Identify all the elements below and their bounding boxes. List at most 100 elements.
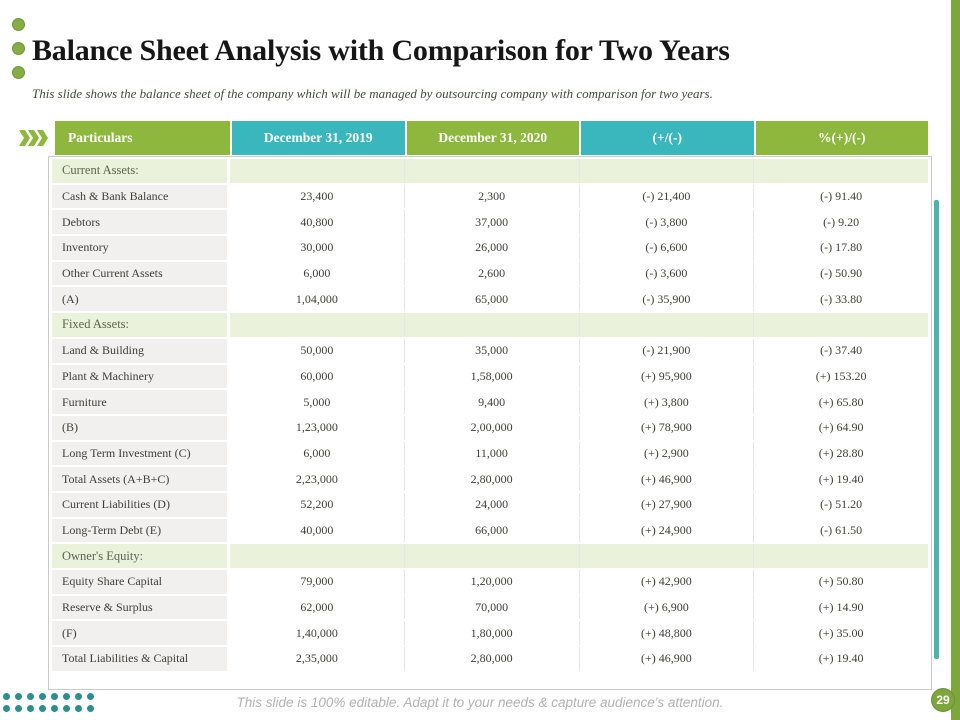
- cell-value: (+) 2,900: [578, 441, 754, 466]
- table-header-row: Particulars December 31, 2019 December 31,…: [55, 121, 928, 155]
- row-label: Furniture: [52, 390, 227, 414]
- cell-value: (+) 50.80: [753, 570, 928, 594]
- cell-value: 60,000: [230, 364, 404, 389]
- title-bullets: [12, 18, 26, 82]
- cell-value: 9,400: [403, 390, 579, 414]
- cell-value: (-) 3,800: [578, 210, 754, 235]
- row-label: Total Assets (A+B+C): [52, 467, 227, 491]
- row-label: Total Liabilities & Capital: [52, 647, 227, 671]
- cell-value: (+) 28.80: [753, 441, 928, 466]
- cell-value: [753, 544, 928, 568]
- table-row: Total Assets (A+B+C) 2,23,000 2,80,000 (+) …: [52, 467, 928, 491]
- table-body: Current Assets: Cash & Bank Balance 23,400…: [52, 159, 928, 671]
- cell-value: (+) 95,900: [578, 364, 754, 389]
- cell-value: [403, 313, 579, 337]
- cell-value: (+) 19.40: [753, 647, 928, 671]
- cell-value: (-) 61.50: [753, 518, 928, 543]
- column-header: December 31, 2020: [406, 121, 579, 155]
- cell-value: 1,40,000: [230, 621, 404, 646]
- table-row: (B) 1,23,000 2,00,000 (+) 78,900 (+) 64.90: [52, 415, 928, 440]
- cell-value: (-) 21,900: [578, 338, 754, 363]
- cell-value: 2,80,000: [403, 647, 579, 671]
- dot-icon: [27, 705, 34, 712]
- cell-value: 11,000: [403, 441, 579, 466]
- cell-value: 2,23,000: [230, 467, 404, 491]
- right-edge-strip: [951, 0, 960, 720]
- cell-value: 66,000: [403, 518, 579, 543]
- table-row: Current Liabilities (D) 52,200 24,000 (+) 2…: [52, 492, 928, 517]
- dot-icon: [75, 705, 82, 712]
- dots-row: [3, 693, 94, 700]
- row-label: Other Current Assets: [52, 261, 227, 286]
- table-row: Long Term Investment (C) 6,000 11,000 (+) 2…: [52, 441, 928, 466]
- cell-value: (-) 91.40: [753, 184, 928, 209]
- cell-value: 2,600: [403, 261, 579, 286]
- page-title: Balance Sheet Analysis with Comparison f…: [32, 34, 730, 67]
- footer-note: This slide is 100% editable. Adapt it to…: [236, 695, 724, 710]
- row-label: (F): [52, 621, 227, 646]
- cell-value: (-) 6,600: [578, 236, 754, 260]
- cell-value: 1,23,000: [230, 415, 404, 440]
- cell-value: [753, 313, 928, 337]
- dot-icon: [63, 705, 70, 712]
- cell-value: (-) 35,900: [578, 287, 754, 312]
- row-label: Land & Building: [52, 338, 227, 363]
- table-row: Cash & Bank Balance 23,400 2,300 (-) 21,400…: [52, 184, 928, 209]
- dot-icon: [15, 693, 22, 700]
- cell-value: 1,04,000: [230, 287, 404, 312]
- cell-value: 30,000: [230, 236, 404, 260]
- dot-icon: [39, 693, 46, 700]
- dot-icon: [15, 705, 22, 712]
- cell-value: (+) 46,900: [578, 467, 754, 491]
- section-row: Fixed Assets:: [52, 313, 928, 337]
- section-row: Owner's Equity:: [52, 544, 928, 568]
- cell-value: (+) 24,900: [578, 518, 754, 543]
- cell-value: [578, 159, 754, 183]
- cell-value: (-) 3,600: [578, 261, 754, 286]
- table-row: Furniture 5,000 9,400 (+) 3,800 (+) 65.80: [52, 390, 928, 414]
- dot-icon: [51, 693, 58, 700]
- cell-value: (-) 21,400: [578, 184, 754, 209]
- cell-value: 2,80,000: [403, 467, 579, 491]
- cell-value: (+) 35.00: [753, 621, 928, 646]
- column-header: %(+)/(-): [755, 121, 928, 155]
- cell-value: [753, 159, 928, 183]
- cell-value: (+) 3,800: [578, 390, 754, 414]
- column-header: (+/(-): [581, 121, 754, 155]
- cell-value: 5,000: [230, 390, 404, 414]
- cell-value: (+) 48,800: [578, 621, 754, 646]
- row-label: Owner's Equity:: [52, 544, 227, 568]
- table-row: Long-Term Debt (E) 40,000 66,000 (+) 24,900…: [52, 518, 928, 543]
- cell-value: 2,300: [403, 184, 579, 209]
- dot-icon: [87, 693, 94, 700]
- dot-icon: [39, 705, 46, 712]
- row-label: Reserve & Surplus: [52, 595, 227, 620]
- table-row: Plant & Machinery 60,000 1,58,000 (+) 95,90…: [52, 364, 928, 389]
- row-label: Long Term Investment (C): [52, 441, 227, 466]
- cell-value: (-) 33.80: [753, 287, 928, 312]
- row-label: (B): [52, 415, 227, 440]
- cell-value: 40,800: [230, 210, 404, 235]
- cell-value: (+) 78,900: [578, 415, 754, 440]
- table-row: Other Current Assets 6,000 2,600 (-) 3,600(…: [52, 261, 928, 286]
- cell-value: (-) 51.20: [753, 492, 928, 517]
- cell-value: (+) 6,900: [578, 595, 754, 620]
- cell-value: 40,000: [230, 518, 404, 543]
- cell-value: [403, 544, 579, 568]
- cell-value: (+) 64.90: [753, 415, 928, 440]
- table-row: Land & Building 50,000 35,000 (-) 21,900 (-)…: [52, 338, 928, 363]
- table-row: Debtors 40,800 37,000 (-) 3,800 (-) 9.20: [52, 210, 928, 235]
- cell-value: (+) 42,900: [578, 570, 754, 594]
- dot-icon: [3, 693, 10, 700]
- cell-value: 1,20,000: [403, 570, 579, 594]
- row-label: Cash & Bank Balance: [52, 184, 227, 209]
- cell-value: [578, 313, 754, 337]
- table-row: (F) 1,40,000 1,80,000 (+) 48,800 (+) 35.00: [52, 621, 928, 646]
- row-label: Current Assets:: [52, 159, 227, 183]
- cell-value: (-) 9.20: [753, 210, 928, 235]
- bullet-dot-icon: [12, 18, 25, 31]
- row-label: Long-Term Debt (E): [52, 518, 227, 543]
- cell-value: [230, 313, 404, 337]
- cell-value: 26,000: [403, 236, 579, 260]
